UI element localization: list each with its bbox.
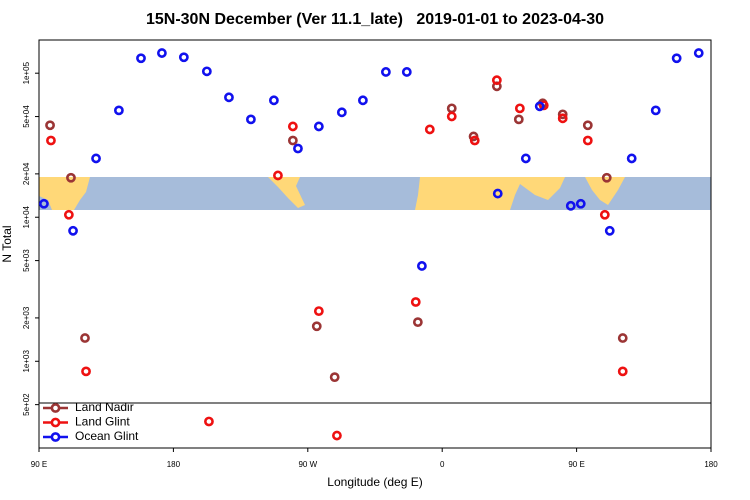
- point: [287, 121, 298, 132]
- point: [224, 92, 234, 103]
- point: [617, 366, 628, 377]
- point: [469, 135, 480, 146]
- point: [246, 114, 256, 125]
- point: [136, 53, 146, 64]
- point: [178, 52, 189, 63]
- point: [446, 111, 457, 122]
- point: [313, 306, 324, 317]
- point: [273, 170, 283, 181]
- point: [287, 135, 298, 146]
- point: [416, 261, 427, 271]
- point: [66, 172, 76, 183]
- point: [311, 321, 322, 332]
- x-tick-label: 180: [167, 460, 181, 469]
- x-axis-label: Longitude (deg E): [327, 475, 422, 489]
- point: [520, 153, 531, 164]
- point: [513, 114, 524, 125]
- land: [39, 177, 90, 210]
- legend-label: Land Glint: [75, 415, 130, 429]
- y-tick-label: 5e+04: [22, 105, 31, 128]
- point: [157, 48, 167, 58]
- point: [269, 95, 279, 106]
- y-tick-label: 1e+04: [22, 205, 31, 228]
- point: [565, 200, 576, 211]
- point: [671, 53, 682, 64]
- point: [582, 120, 593, 131]
- point: [557, 109, 568, 120]
- x-tick-label: 90 W: [298, 460, 317, 469]
- point: [381, 67, 391, 77]
- land: [585, 177, 625, 205]
- y-tick-label: 1e+03: [22, 349, 31, 372]
- legend-label: Land Nadir: [75, 400, 134, 414]
- legend-label: Ocean Glint: [75, 429, 139, 443]
- point: [693, 48, 704, 58]
- point: [68, 225, 78, 236]
- point: [557, 113, 568, 124]
- legend-marker: [50, 403, 61, 413]
- land: [268, 177, 305, 208]
- x-tick-label: 90 E: [31, 460, 47, 469]
- point: [80, 333, 90, 343]
- point: [410, 297, 421, 307]
- point: [601, 172, 612, 183]
- point: [81, 366, 91, 377]
- legend-marker: [50, 432, 61, 442]
- point: [514, 103, 525, 114]
- point: [575, 198, 586, 209]
- point: [534, 101, 545, 112]
- point: [358, 95, 368, 106]
- point: [582, 135, 593, 146]
- point: [604, 225, 615, 236]
- y-tick-label: 2e+04: [22, 162, 31, 185]
- point: [293, 143, 303, 154]
- land: [415, 177, 565, 210]
- point: [313, 121, 324, 132]
- y-axis-label: N Total: [0, 225, 14, 262]
- point: [39, 198, 49, 209]
- map-band: [39, 177, 711, 210]
- x-tick-label: 0: [440, 460, 445, 469]
- chart-title: 15N-30N December (Ver 11.1_late) 2019-01…: [146, 11, 604, 28]
- y-tick-label: 1e+05: [22, 61, 31, 84]
- y-tick-label: 5e+03: [22, 249, 31, 272]
- point: [626, 153, 637, 164]
- point: [492, 188, 503, 199]
- point: [113, 105, 124, 116]
- point: [329, 372, 340, 383]
- point: [401, 67, 412, 77]
- point: [491, 75, 502, 86]
- point: [412, 317, 423, 328]
- plot-frame: [38, 39, 712, 449]
- point: [617, 333, 628, 343]
- point: [45, 120, 55, 131]
- point: [46, 135, 56, 146]
- point: [650, 105, 661, 116]
- point: [204, 416, 214, 427]
- point: [424, 124, 435, 135]
- point: [91, 153, 101, 164]
- point: [332, 430, 342, 441]
- point: [201, 66, 212, 77]
- legend-marker: [50, 417, 61, 428]
- point: [599, 209, 610, 220]
- y-tick-label: 2e+03: [22, 306, 31, 329]
- point: [63, 209, 74, 220]
- y-tick-label: 5e+02: [22, 393, 31, 416]
- point: [336, 107, 347, 118]
- x-tick-label: 180: [704, 460, 718, 469]
- x-tick-label: 90 E: [568, 460, 584, 469]
